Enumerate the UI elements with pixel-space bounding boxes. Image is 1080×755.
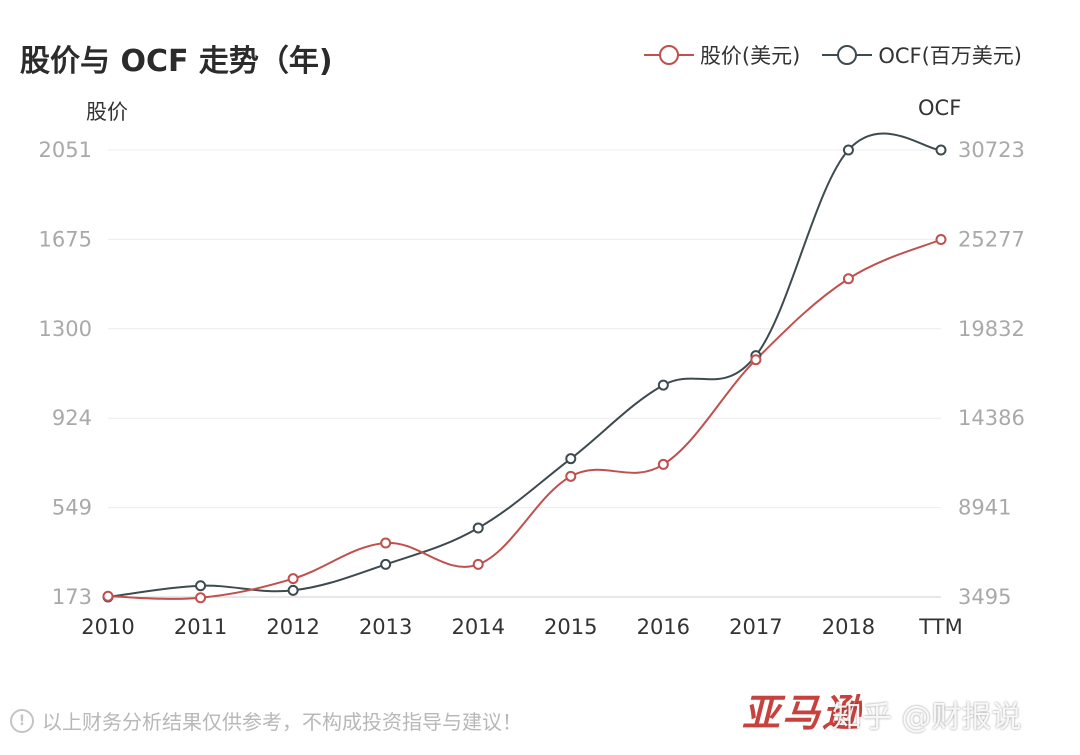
series-line-price <box>107 238 942 600</box>
left-axis-name: 股价 <box>86 100 128 124</box>
data-point-ocf <box>195 580 207 592</box>
x-tick-label: 2011 <box>174 615 227 639</box>
data-point-ocf <box>380 558 392 570</box>
x-tick-label: 2017 <box>729 615 782 639</box>
legend-marker-price <box>643 45 694 65</box>
right-tick-label: 25277 <box>958 227 1025 251</box>
right-tick-label: 14386 <box>958 406 1025 430</box>
legend-item-ocf[interactable]: OCF(百万美元) <box>822 40 1022 70</box>
right-axis-name: OCF <box>918 96 962 120</box>
legend-label-ocf: OCF(百万美元) <box>878 44 1022 68</box>
line-chart: 173 549 924 1300 1675 2051 3495 8941 14386 19832 2… <box>39 132 1025 639</box>
data-point-price <box>102 590 114 602</box>
x-tick-label: 2012 <box>266 615 319 639</box>
data-point-price <box>380 537 392 549</box>
data-point-ocf <box>472 522 484 534</box>
data-point-ocf <box>935 144 947 156</box>
data-point-price <box>565 470 577 482</box>
x-tick-label: 2016 <box>637 615 690 639</box>
data-point-price <box>842 273 854 285</box>
disclaimer-text: 以上财务分析结果仅供参考，不构成投资指导与建议！ <box>42 710 522 734</box>
chart-title: 股价与 OCF 走势（年) <box>20 44 333 79</box>
data-point-price <box>472 558 484 570</box>
right-tick-label: 19832 <box>958 317 1025 341</box>
data-point-price <box>657 458 669 470</box>
data-point-ocf <box>842 144 854 156</box>
right-tick-label: 3495 <box>958 585 1011 609</box>
series-line-ocf <box>107 132 942 598</box>
watermark: 知乎 @财报说 <box>832 700 1022 735</box>
left-tick-label: 1675 <box>39 227 92 251</box>
right-tick-label: 30723 <box>958 138 1025 162</box>
data-point-price <box>195 592 207 604</box>
x-tick-label: 2014 <box>451 615 504 639</box>
x-tick-label: 2018 <box>822 615 875 639</box>
x-tick-label: 2015 <box>544 615 597 639</box>
x-tick-label: 2013 <box>359 615 412 639</box>
info-icon: ! <box>10 708 34 733</box>
x-tick-label: 2010 <box>81 615 134 639</box>
x-tick-label: TTM <box>918 615 962 639</box>
disclaimer: ! 以上财务分析结果仅供参考，不构成投资指导与建议！ <box>10 706 522 735</box>
legend-marker-ocf <box>822 45 873 65</box>
left-tick-label: 2051 <box>39 138 92 162</box>
left-tick-label: 549 <box>52 496 92 520</box>
brand-logo: 亚马逊 <box>742 691 863 735</box>
right-tick-label: 8941 <box>958 496 1011 520</box>
legend: 股价(美元) OCF(百万美元) <box>643 40 1022 70</box>
legend-item-price[interactable]: 股价(美元) <box>643 40 801 70</box>
legend-label-price: 股价(美元) <box>699 44 801 68</box>
data-point-price <box>287 573 299 585</box>
data-point-ocf <box>565 453 577 465</box>
left-tick-label: 173 <box>52 585 92 609</box>
left-tick-label: 924 <box>52 406 92 430</box>
left-tick-label: 1300 <box>39 317 92 341</box>
data-point-price <box>750 354 762 366</box>
data-point-ocf <box>657 379 669 391</box>
data-point-ocf <box>287 584 299 596</box>
data-point-price <box>935 233 947 245</box>
